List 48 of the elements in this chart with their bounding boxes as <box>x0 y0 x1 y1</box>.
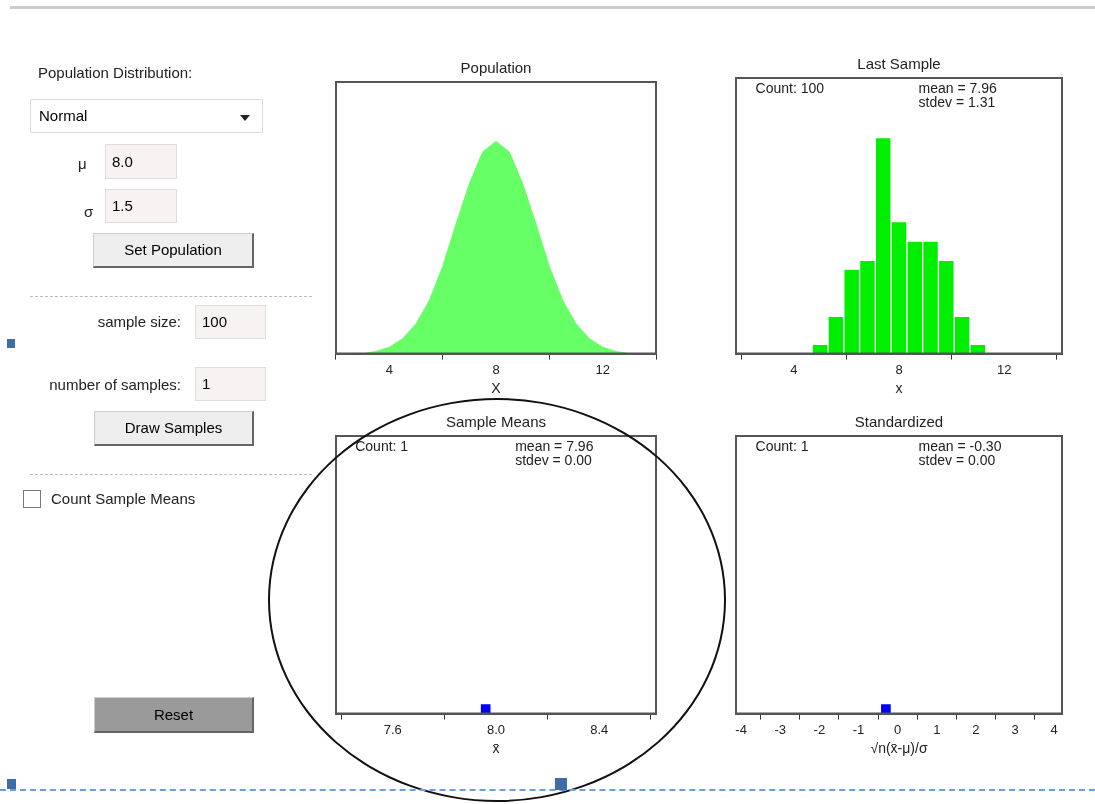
x-tick-label: -4 <box>735 721 747 737</box>
x-axis-title: √n(x̄-μ)/σ <box>870 740 928 757</box>
text: Draw Samples <box>94 411 254 446</box>
x-tick-label: 8.4 <box>590 721 609 737</box>
chart-title: Last Sample <box>857 55 941 73</box>
text: Normal <box>30 99 263 133</box>
text: stdev = 0.00 <box>918 451 996 468</box>
text: μ <box>78 155 87 172</box>
x-tick-label: 12 <box>595 361 610 377</box>
x-tick-label: 1 <box>933 721 941 737</box>
x-tick-label: 4 <box>790 361 798 377</box>
text: Count: 1 <box>355 437 409 454</box>
text: sample size: <box>97 313 181 330</box>
text: 8.0 <box>105 144 177 179</box>
text: 1.5 <box>105 189 177 223</box>
chart-title: Population <box>460 59 532 77</box>
x-tick-label: 12 <box>996 361 1012 377</box>
text: Set Population <box>93 233 254 268</box>
text: σ <box>84 203 94 220</box>
text: Reset <box>94 697 254 733</box>
x-tick-label: 8 <box>492 361 500 377</box>
x-axis-title: x <box>895 380 903 397</box>
text: Count Sample Means <box>51 490 196 507</box>
text: stdev = 0.00 <box>515 451 593 468</box>
text: stdev = 1.31 <box>918 93 996 110</box>
chart-title: Standardized <box>854 413 944 431</box>
text: number of samples: <box>49 376 181 393</box>
text: 100 <box>195 305 266 339</box>
text: mean = 7.96 <box>515 437 594 454</box>
chart-title: Sample Means <box>445 413 547 431</box>
x-tick-label: 8.0 <box>486 721 506 737</box>
x-tick-label: 0 <box>894 721 902 737</box>
text: mean = -0.30 <box>918 437 1002 454</box>
x-tick-label: 4 <box>1050 721 1058 737</box>
x-axis-title: X <box>491 380 502 397</box>
x-tick-label: -2 <box>813 721 826 737</box>
x-axis-title: x̄ <box>492 740 500 757</box>
text: Count: 1 <box>755 437 809 454</box>
x-tick-label: 8 <box>895 361 903 377</box>
x-tick-label: 2 <box>972 721 980 737</box>
text: mean = 7.96 <box>918 79 997 96</box>
text: Population Distribution: <box>38 64 193 81</box>
x-tick-label: -1 <box>852 721 865 737</box>
text: Count: 100 <box>755 79 825 96</box>
x-tick-label: 7.6 <box>383 721 402 737</box>
x-tick-label: 4 <box>385 361 393 377</box>
x-tick-label: -3 <box>774 721 786 737</box>
x-tick-label: 3 <box>1011 721 1019 737</box>
